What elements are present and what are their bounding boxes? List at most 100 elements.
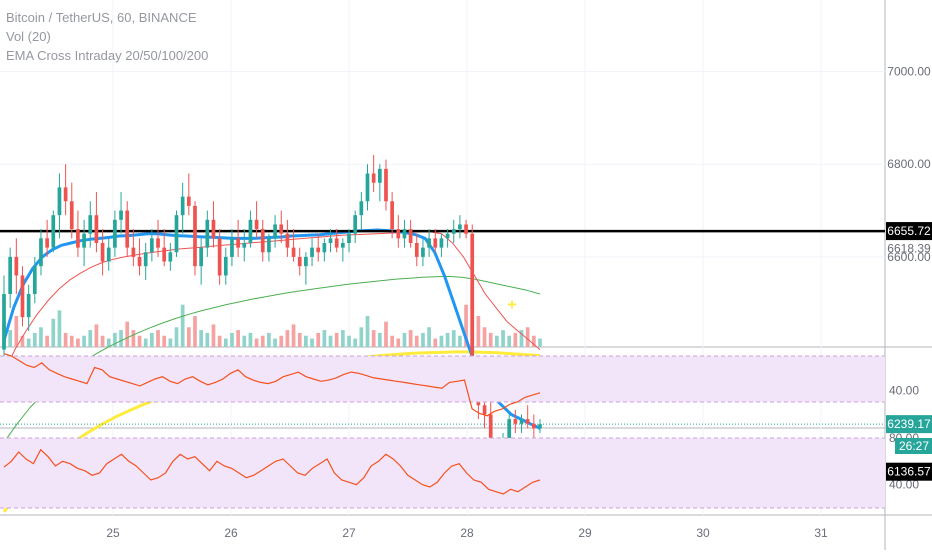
rsi-line[interactable]: [3, 353, 541, 417]
candle-body[interactable]: [507, 419, 512, 443]
candle-body[interactable]: [304, 256, 308, 267]
candle-body[interactable]: [347, 233, 351, 243]
candle-body[interactable]: [285, 233, 290, 248]
candle-body[interactable]: [76, 229, 80, 248]
candle-body[interactable]: [26, 293, 31, 318]
volume-indicator-label[interactable]: Vol (20): [6, 29, 51, 44]
candle-body[interactable]: [63, 187, 68, 202]
candle-body[interactable]: [106, 247, 111, 262]
candle-body[interactable]: [390, 201, 394, 230]
candle-body[interactable]: [482, 405, 487, 415]
candle-body[interactable]: [433, 238, 438, 248]
candle-body[interactable]: [180, 196, 185, 216]
candle-body[interactable]: [254, 219, 259, 230]
candle-body[interactable]: [205, 219, 210, 248]
candle-body[interactable]: [377, 168, 382, 183]
candle-body[interactable]: [150, 238, 154, 253]
candle-body[interactable]: [322, 242, 327, 253]
candle-body[interactable]: [14, 256, 19, 276]
candle-body[interactable]: [156, 238, 160, 248]
candle-body[interactable]: [230, 238, 234, 257]
candle-body[interactable]: [131, 247, 136, 257]
candle-body[interactable]: [525, 419, 530, 424]
candle-body[interactable]: [51, 215, 56, 248]
candle-body[interactable]: [94, 215, 99, 243]
candle-body[interactable]: [328, 238, 333, 243]
candle-body[interactable]: [69, 201, 74, 230]
candle-body[interactable]: [396, 229, 401, 239]
candle-body[interactable]: [260, 229, 265, 253]
candle-body[interactable]: [414, 242, 419, 257]
ema50-line[interactable]: [3, 231, 541, 374]
candle-body[interactable]: [143, 252, 148, 267]
candle-body[interactable]: [248, 219, 253, 243]
candle-body[interactable]: [279, 224, 284, 234]
candle-body[interactable]: [316, 247, 321, 253]
symbol-title[interactable]: Bitcoin / TetherUS, 60, BINANCE: [6, 10, 197, 25]
volume-bar: [408, 330, 413, 347]
candle-body[interactable]: [45, 238, 49, 248]
candle-body[interactable]: [531, 423, 536, 429]
candle-body[interactable]: [273, 224, 277, 239]
volume-bar: [525, 327, 530, 347]
candle-body[interactable]: [421, 247, 425, 257]
ema20-line[interactable]: [2, 228, 541, 430]
candle-body[interactable]: [458, 224, 462, 230]
candle-body[interactable]: [32, 266, 37, 294]
candle-body[interactable]: [291, 247, 296, 257]
candle-body[interactable]: [445, 233, 450, 239]
candle-body[interactable]: [538, 424, 542, 429]
candle-body[interactable]: [211, 219, 216, 239]
volume-bar: [377, 332, 382, 347]
mfi-line[interactable]: [3, 448, 541, 495]
volume-bar: [100, 335, 105, 347]
candle-body[interactable]: [174, 215, 179, 253]
candle-body[interactable]: [193, 205, 197, 267]
candle-body[interactable]: [408, 229, 413, 243]
candle-body[interactable]: [371, 173, 376, 183]
candle-body[interactable]: [242, 242, 247, 248]
candle-body[interactable]: [341, 242, 345, 248]
candle-body[interactable]: [353, 215, 358, 234]
candle-body[interactable]: [451, 229, 456, 234]
candle-body[interactable]: [119, 210, 123, 220]
candle-body[interactable]: [100, 242, 105, 262]
candle-body[interactable]: [513, 419, 518, 424]
candle-body[interactable]: [402, 229, 407, 239]
candle-body[interactable]: [439, 238, 444, 248]
candle-body[interactable]: [297, 256, 302, 267]
candle-body[interactable]: [365, 173, 370, 202]
candle-body[interactable]: [199, 247, 203, 267]
candle-body[interactable]: [488, 414, 493, 457]
candle-body[interactable]: [470, 233, 475, 383]
candle-body[interactable]: [88, 215, 93, 234]
candle-body[interactable]: [464, 224, 468, 234]
candle-body[interactable]: [125, 210, 130, 248]
candle-body[interactable]: [137, 256, 142, 267]
candle-body[interactable]: [2, 293, 6, 350]
candle-body[interactable]: [217, 238, 222, 276]
ema-indicator-label[interactable]: EMA Cross Intraday 20/50/100/200: [6, 48, 209, 63]
candle-body[interactable]: [8, 256, 13, 294]
candle-body[interactable]: [82, 233, 86, 248]
candle-body[interactable]: [310, 247, 314, 257]
candle-body[interactable]: [519, 419, 524, 424]
candle-body[interactable]: [186, 196, 191, 206]
volume-bar: [14, 316, 19, 347]
candle-body[interactable]: [359, 201, 364, 216]
candle-body[interactable]: [168, 252, 173, 262]
volume-bar: [180, 304, 185, 347]
candle-body[interactable]: [39, 238, 43, 267]
candle-body[interactable]: [267, 238, 271, 253]
candle-body[interactable]: [162, 247, 167, 262]
candle-body[interactable]: [384, 168, 388, 202]
candle-body[interactable]: [57, 187, 62, 216]
candle-body[interactable]: [334, 238, 339, 248]
candle-body[interactable]: [223, 256, 228, 276]
candle-body[interactable]: [113, 219, 117, 248]
candle-body[interactable]: [236, 238, 240, 248]
candle-body[interactable]: [427, 238, 431, 248]
candle-body[interactable]: [20, 275, 25, 318]
